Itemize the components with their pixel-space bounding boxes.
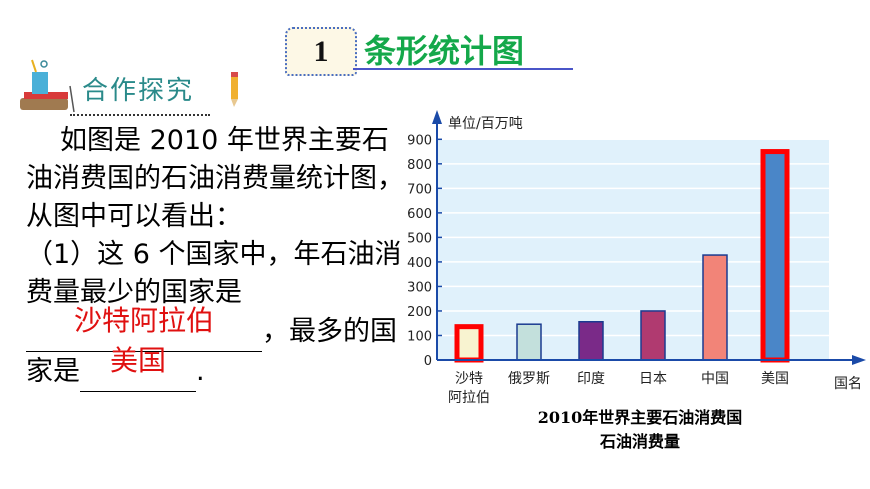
answer-blank-least: 沙特阿拉伯	[26, 304, 262, 352]
bar-5	[702, 254, 728, 361]
bar-6	[760, 149, 790, 363]
badge-underline	[70, 114, 210, 116]
bar-2	[516, 323, 542, 361]
chart-title-line-2: 石油消费量	[599, 432, 680, 451]
title-underline	[353, 68, 573, 70]
y-tick-label: 800	[407, 158, 432, 173]
bar-4	[640, 310, 666, 361]
books-pencil-cup-icon	[18, 58, 80, 114]
y-axis-arrow-icon	[432, 110, 442, 124]
x-tick-label: 印度	[577, 371, 605, 387]
section-title: 条形统计图	[364, 32, 525, 70]
answer-least: 沙特阿拉伯	[73, 304, 214, 337]
y-tick-label: 0	[424, 354, 432, 369]
y-tick-label: 500	[407, 231, 432, 246]
x-tick-label: 沙特	[455, 371, 483, 387]
y-tick-label: 200	[407, 305, 432, 320]
question-part2: ，最多的国家是	[26, 316, 397, 387]
y-tick-label: 600	[407, 207, 432, 222]
y-tick-label: 900	[407, 133, 432, 148]
x-tick-label: 俄罗斯	[508, 371, 550, 387]
section-number-book: 1	[285, 27, 357, 76]
y-tick-label: 400	[407, 256, 432, 271]
chart-title-line-1: 2010年世界主要石油消费国	[537, 408, 743, 427]
y-tick-label: 100	[407, 329, 432, 344]
cooperative-inquiry-badge: 合作探究	[82, 76, 195, 106]
x-tick-label: 中国	[701, 371, 729, 387]
chart-title: 2010年世界主要石油消费国 石油消费量	[470, 406, 810, 454]
y-tick-label: 700	[407, 182, 432, 197]
x-tick-label: 阿拉伯	[448, 390, 490, 406]
question-text: 如图是 2010 年世界主要石油消费国的石油消费量统计图，从图中可以看出： （1…	[26, 122, 406, 392]
x-axis-label: 国名	[834, 376, 862, 392]
question-period: .	[196, 356, 205, 387]
y-axis-label: 单位/百万吨	[448, 116, 523, 132]
question-part1: （1）这 6 个国家中，年石油消费量最少的国家是	[26, 239, 402, 308]
answer-most: 美国	[109, 344, 166, 377]
bar-1	[454, 324, 484, 363]
x-tick-label: 日本	[639, 371, 667, 387]
x-tick-label: 美国	[761, 371, 789, 387]
bar-3	[578, 320, 604, 361]
answer-blank-most: 美国	[80, 344, 196, 392]
y-tick-label: 300	[407, 280, 432, 295]
pencil-icon	[226, 72, 242, 112]
x-axis-arrow-icon	[852, 355, 866, 365]
question-intro: 如图是 2010 年世界主要石油消费国的石油消费量统计图，从图中可以看出：	[26, 125, 404, 232]
